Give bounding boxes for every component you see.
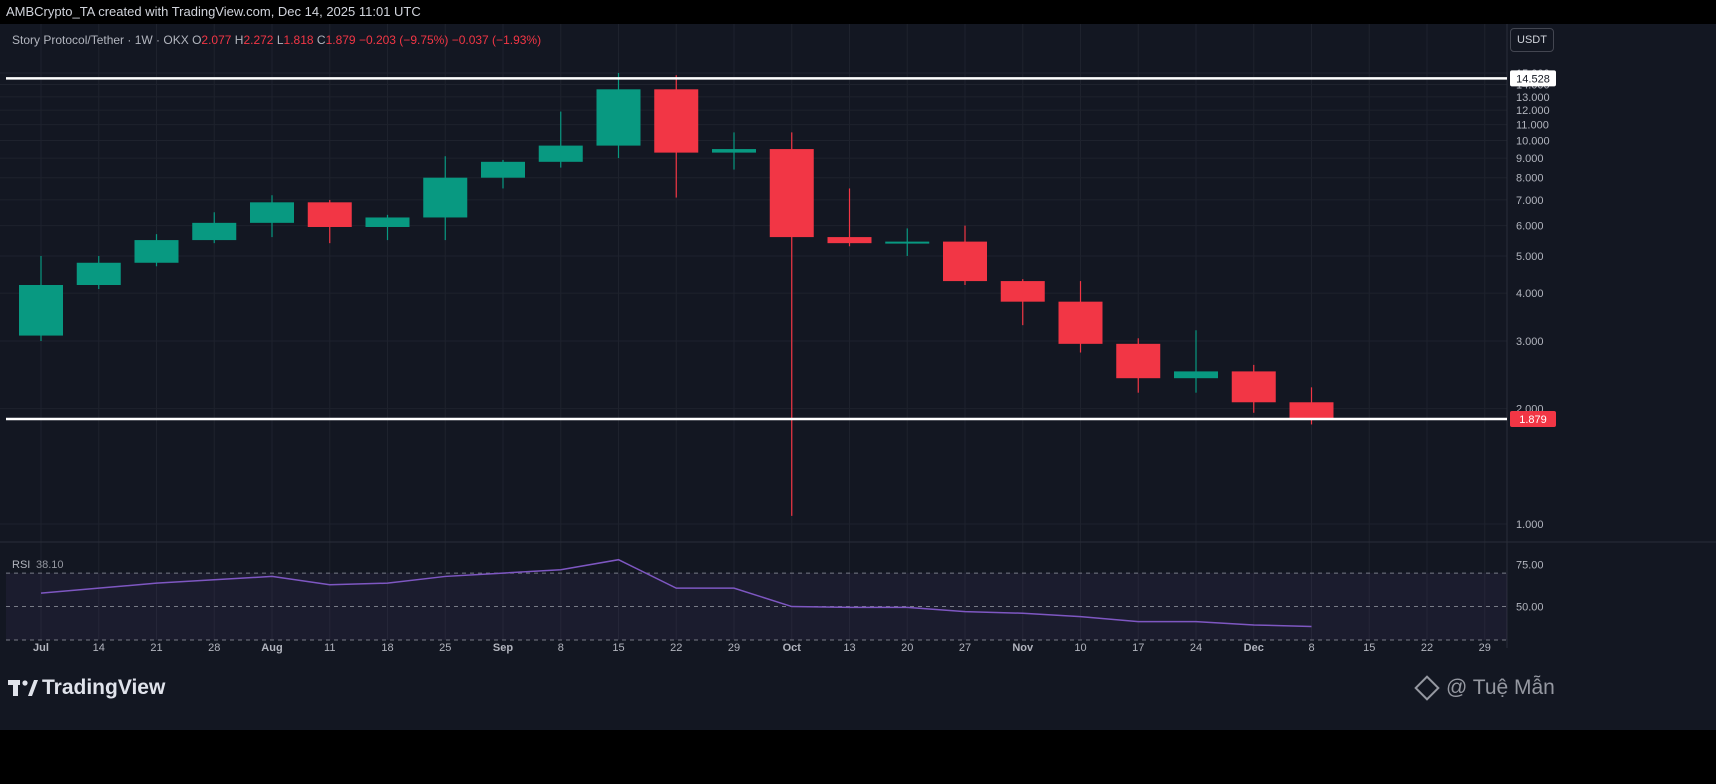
y-tick-label: 1.000 (1516, 519, 1544, 531)
x-tick-label: 24 (1190, 642, 1202, 654)
x-tick-label: 17 (1132, 642, 1144, 654)
credit-text: AMBCrypto_TA created with TradingView.co… (6, 4, 421, 19)
candle-body (1289, 402, 1334, 419)
tradingview-wordmark: TradingView (42, 676, 166, 699)
watermark: @ Tuệ Mẫn (1414, 675, 1555, 701)
x-tick-label: 21 (150, 642, 162, 654)
symbol-legend: Story Protocol/Tether · 1W · OKX O2.077 … (12, 33, 541, 47)
symbol-name: Story Protocol/Tether · 1W · OKX (12, 33, 189, 47)
low-label: L (276, 33, 284, 47)
candle-body (1231, 371, 1276, 403)
y-tick-label: 7.000 (1516, 195, 1544, 207)
x-tick-label: 25 (439, 642, 451, 654)
price-chart[interactable]: 1.0002.0003.0004.0005.0006.0007.0008.000… (0, 24, 1716, 730)
x-tick-label: 14 (93, 642, 105, 654)
x-tick-label: 13 (843, 642, 855, 654)
rsi-label: RSI (12, 559, 30, 571)
x-tick-label: 10 (1074, 642, 1086, 654)
price-label-bg (1510, 70, 1556, 87)
candle-body (1116, 343, 1161, 379)
y-tick-label: 6.000 (1516, 221, 1544, 233)
open-value: 2.077 (201, 33, 232, 47)
y-tick-label: 4.000 (1516, 288, 1544, 300)
open-label: O (192, 33, 202, 47)
y-tick-label: 11.000 (1516, 120, 1549, 132)
y-tick-label: 12.000 (1516, 105, 1550, 117)
x-tick-label: 15 (612, 642, 624, 654)
candle-body (76, 262, 121, 286)
candle-body (712, 149, 756, 153)
candle-body (943, 241, 987, 282)
x-tick-label: 22 (1421, 642, 1433, 654)
rsi-value: 38.10 (36, 559, 64, 571)
candle-body (134, 240, 179, 263)
high-label: H (234, 33, 244, 47)
x-tick-label: 27 (959, 642, 971, 654)
footer-bar (0, 730, 1716, 784)
price-label: 14.528 (1516, 73, 1550, 85)
x-tick-label: 8 (1308, 642, 1314, 654)
candle-body (481, 161, 525, 178)
candle-body (538, 145, 583, 162)
y-tick-label: 10.000 (1516, 136, 1550, 148)
low-value: 1.818 (283, 33, 314, 47)
x-tick-label: Aug (261, 642, 282, 654)
candle-body (365, 217, 410, 227)
candle-body (885, 241, 930, 244)
y-tick-label: 8.000 (1516, 173, 1544, 185)
candle-body (19, 285, 63, 336)
x-tick-label: 20 (901, 642, 913, 654)
x-tick-label: Sep (493, 642, 513, 654)
high-value: 2.272 (243, 33, 274, 47)
change-value: −0.203 (−9.75%) (358, 33, 449, 47)
y-tick-label: 3.000 (1516, 336, 1544, 348)
candle-body (769, 149, 814, 238)
x-tick-label: 22 (670, 642, 682, 654)
candle-body (1174, 371, 1218, 379)
candle-body (1058, 301, 1103, 344)
price-label: 1.879 (1519, 414, 1547, 426)
x-tick-label: Jul (33, 642, 49, 654)
x-tick-label: 29 (728, 642, 740, 654)
candle-body (192, 222, 237, 241)
x-tick-label: 11 (324, 642, 335, 654)
x-tick-label: Dec (1244, 642, 1264, 654)
x-tick-label: 15 (1363, 642, 1375, 654)
tradingview-logo[interactable]: TradingView (8, 676, 165, 700)
close-label: C (316, 33, 326, 47)
rsi-tick-label: 75.00 (1516, 560, 1544, 572)
candle-body (1000, 281, 1045, 302)
rsi-line (40, 558, 1312, 628)
x-tick-label: 8 (558, 642, 564, 654)
x-tick-label: 18 (381, 642, 393, 654)
y-tick-label: 5.000 (1516, 251, 1544, 263)
close-value: 1.879 (325, 33, 356, 47)
x-tick-label: Oct (783, 642, 802, 654)
tradingview-icon (8, 678, 38, 698)
candle-body (307, 202, 352, 227)
rsi-tick-label: 50.00 (1516, 602, 1544, 614)
change2-value: −0.037 (−1.93%) (451, 33, 542, 47)
candle-body (654, 89, 699, 153)
candle-body (423, 177, 468, 218)
watermark-text: @ Tuệ Mẫn (1446, 676, 1555, 699)
candle-body (827, 237, 872, 244)
x-tick-label: 29 (1479, 642, 1491, 654)
credit-bar: AMBCrypto_TA created with TradingView.co… (0, 0, 1716, 24)
candle-body (250, 202, 294, 223)
y-tick-label: 9.000 (1516, 153, 1544, 165)
candle-body (596, 89, 641, 146)
y-tick-label: 13.000 (1516, 92, 1550, 104)
currency-button[interactable]: USDT (1510, 28, 1554, 52)
chart-area[interactable] (0, 24, 1716, 730)
x-tick-label: Nov (1012, 642, 1034, 654)
diamond-icon (1414, 675, 1440, 701)
x-tick-label: 28 (208, 642, 220, 654)
price-label-bg (1510, 410, 1556, 427)
